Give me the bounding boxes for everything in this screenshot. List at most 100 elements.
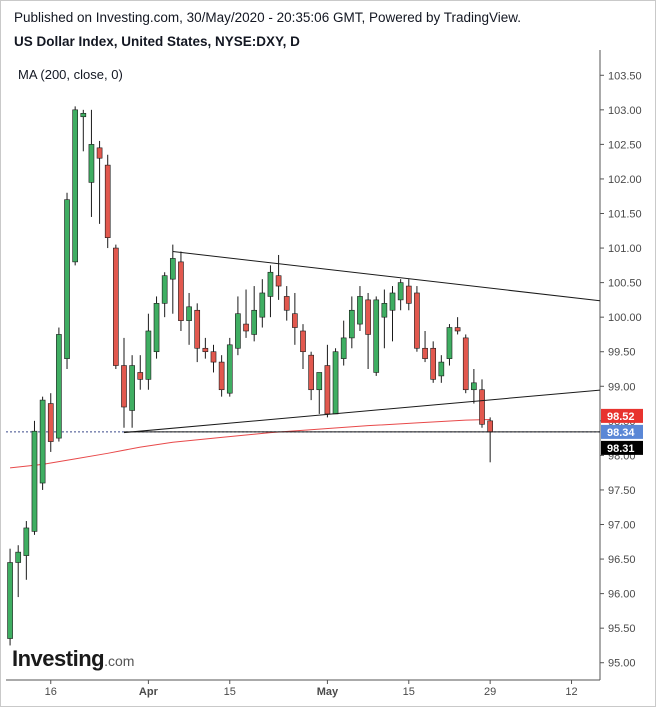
x-tick-label: Apr: [139, 686, 159, 698]
candle-up: [72, 109, 78, 263]
candle-down: [324, 365, 331, 415]
candle-up: [226, 344, 233, 394]
candle-down: [121, 365, 127, 408]
candle-up: [267, 271, 274, 297]
candle-up: [438, 361, 445, 377]
candle-up: [23, 527, 30, 556]
candle-down: [137, 372, 144, 380]
y-tick-label: 99.00: [608, 381, 636, 393]
trendline: [172, 251, 601, 302]
candle-down: [487, 420, 493, 433]
candle-down: [422, 347, 428, 359]
y-tick-label: 100.00: [608, 312, 642, 324]
tick-labels: 95.0095.5096.0096.5097.0097.5098.0098.50…: [45, 70, 642, 698]
candle-up: [186, 306, 192, 321]
y-tick-label: 96.50: [608, 554, 636, 566]
y-tick-label: 101.50: [608, 209, 642, 221]
y-tick-label: 102.50: [608, 139, 642, 151]
candle-down: [104, 164, 111, 238]
y-tick-label: 99.50: [608, 347, 636, 359]
candle-down: [96, 147, 103, 159]
candle-down: [283, 296, 290, 311]
candle-up: [340, 337, 347, 359]
x-tick-label: 29: [484, 686, 496, 698]
x-tick-label: 12: [565, 686, 577, 698]
candle-up: [251, 309, 258, 335]
candle-down: [479, 389, 485, 425]
candle-up: [153, 303, 160, 353]
candle-up: [381, 303, 388, 318]
candle-up: [56, 334, 62, 439]
y-tick-label: 95.00: [608, 658, 636, 670]
logo-suffix: .com: [104, 653, 135, 669]
candle-up: [389, 292, 396, 311]
price-tag-bg: [601, 408, 643, 423]
y-tick-label: 102.00: [608, 174, 642, 186]
y-tick-label: 101.00: [608, 243, 642, 255]
candle-up: [39, 399, 46, 484]
candle-down: [113, 247, 119, 366]
candle-up: [235, 313, 241, 349]
candle-up: [332, 351, 339, 415]
price-tags: 98.52 98.34 98.31: [601, 408, 643, 455]
candle-up: [80, 112, 87, 118]
price-tag-label: 98.52: [607, 411, 635, 423]
candle-up: [397, 282, 404, 301]
x-tick-label: 15: [224, 686, 236, 698]
candle-down: [365, 299, 371, 335]
price-tag-bg: [601, 440, 643, 455]
candle-down: [202, 347, 209, 353]
candle-down: [405, 285, 412, 304]
candle-up: [15, 551, 22, 563]
candle-down: [414, 292, 420, 349]
candle-up: [259, 292, 266, 318]
logo-main: Investing: [12, 646, 105, 671]
candle-up: [357, 296, 363, 325]
x-tick-label: 16: [45, 686, 57, 698]
price-tag-label: 98.34: [607, 427, 635, 439]
ma200-line: [10, 418, 491, 469]
y-tick-label: 100.50: [608, 278, 642, 290]
chart-title: US Dollar Index, United States, NYSE:DXY…: [14, 34, 300, 49]
candle-up: [145, 330, 152, 380]
trendlines-layer: [123, 251, 601, 434]
candle-up: [88, 144, 95, 183]
candle-up: [31, 430, 38, 532]
published-caption: Published on Investing.com, 30/May/2020 …: [14, 10, 522, 25]
x-tick-label: May: [317, 686, 339, 698]
candle-up: [446, 327, 453, 359]
candle-down: [430, 347, 437, 380]
candle-up: [471, 382, 477, 391]
candle-up: [161, 275, 168, 304]
candle-down: [218, 361, 225, 391]
y-tick-label: 97.50: [608, 485, 636, 497]
y-tick-label: 103.00: [608, 105, 642, 117]
candle-up: [7, 562, 13, 639]
indicator-legend: MA (200, close, 0): [18, 67, 123, 82]
candle-down: [243, 323, 249, 332]
y-tick-label: 97.00: [608, 520, 636, 532]
candle-down: [47, 403, 54, 442]
price-tag-label: 98.31: [607, 443, 635, 455]
candle-down: [308, 354, 314, 391]
y-tick-label: 103.50: [608, 70, 642, 82]
candle-up: [64, 199, 70, 359]
candle-up: [316, 372, 323, 391]
candle-down: [210, 351, 217, 363]
y-tick-label: 96.00: [608, 589, 636, 601]
candle-down: [194, 309, 201, 349]
price-tag-bg: [601, 424, 643, 439]
candle-up: [169, 258, 176, 280]
candle-down: [292, 313, 298, 328]
candle-down: [462, 337, 469, 391]
candle-up: [129, 365, 135, 411]
candles-layer: [7, 106, 493, 646]
candle-down: [454, 327, 461, 332]
candle-down: [178, 261, 184, 321]
y-tick-label: 95.50: [608, 623, 636, 635]
x-tick-label: 15: [403, 686, 415, 698]
trendline: [123, 389, 601, 434]
candle-down: [300, 330, 306, 353]
candle-down: [275, 275, 282, 287]
